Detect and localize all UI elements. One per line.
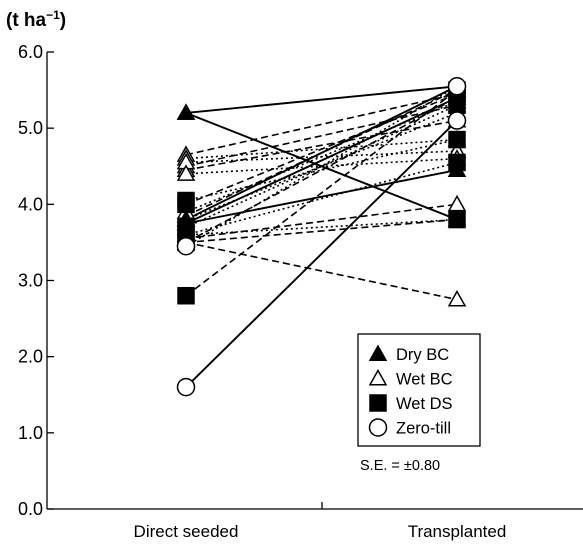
y-axis-unit-label: (t ha−1)	[6, 8, 66, 31]
data-point-marker	[447, 210, 467, 227]
data-point-marker	[447, 194, 467, 212]
series-line	[185, 138, 458, 160]
series-line	[185, 100, 458, 213]
x-category-label: Transplanted	[408, 522, 507, 541]
legend-marker	[368, 368, 388, 386]
data-point-marker	[177, 286, 195, 305]
y-tick-label: 0.0	[18, 499, 43, 519]
data-point-marker	[448, 130, 466, 149]
y-axis-unit-superscript: −1	[46, 8, 60, 22]
data-point-marker	[176, 103, 196, 120]
legend-label: Wet DS	[396, 395, 453, 413]
series-lines	[185, 85, 458, 388]
y-tick-label: 5.0	[18, 118, 43, 138]
legend: Dry BC Wet BC Wet DS Zero-till	[357, 333, 481, 447]
data-point-marker	[447, 160, 467, 178]
series-line	[185, 96, 458, 225]
se-annotation: S.E. = ±0.80	[360, 458, 440, 474]
series-line	[185, 138, 458, 202]
series-line	[185, 96, 458, 244]
axes: 0.0 1.0 2.0 3.0 4.0 5.0 6.0 Direct seeded Transp…	[18, 42, 583, 541]
series-line	[185, 119, 458, 171]
series-line	[185, 85, 458, 114]
data-point-marker	[176, 213, 196, 231]
y-axis-unit-close: )	[60, 10, 66, 31]
legend-marker	[368, 344, 388, 361]
data-point-marker	[447, 290, 467, 307]
legend-label: Dry BC	[396, 346, 449, 364]
series-line	[185, 89, 458, 297]
legend-marker	[369, 394, 387, 412]
x-category-label: Direct seeded	[134, 522, 239, 541]
data-point-marker	[447, 88, 467, 105]
series-line	[185, 119, 458, 388]
series-line	[185, 169, 458, 225]
legend-label: Zero-till	[396, 420, 451, 438]
data-point-marker	[176, 377, 196, 397]
y-tick-label: 3.0	[18, 271, 43, 291]
y-tick-label: 2.0	[18, 347, 43, 367]
data-point-marker	[177, 191, 195, 210]
y-tick-label: 6.0	[18, 42, 43, 62]
series-line	[185, 161, 458, 236]
y-tick-label: 4.0	[18, 194, 43, 214]
legend-marker	[368, 418, 388, 437]
series-line	[185, 93, 458, 156]
series-line	[185, 241, 458, 301]
series-line	[185, 218, 458, 236]
data-point-marker	[176, 164, 196, 181]
y-axis-unit-main: (t ha	[6, 10, 47, 31]
data-point-marker	[176, 236, 196, 256]
data-point-marker	[447, 77, 467, 96]
y-tick-label: 1.0	[18, 423, 43, 443]
data-point-marker	[447, 111, 467, 130]
series-markers	[176, 76, 467, 397]
series-line	[185, 218, 458, 244]
legend-label: Wet BC	[396, 371, 453, 389]
series-line	[185, 112, 458, 221]
series-line	[185, 89, 458, 217]
